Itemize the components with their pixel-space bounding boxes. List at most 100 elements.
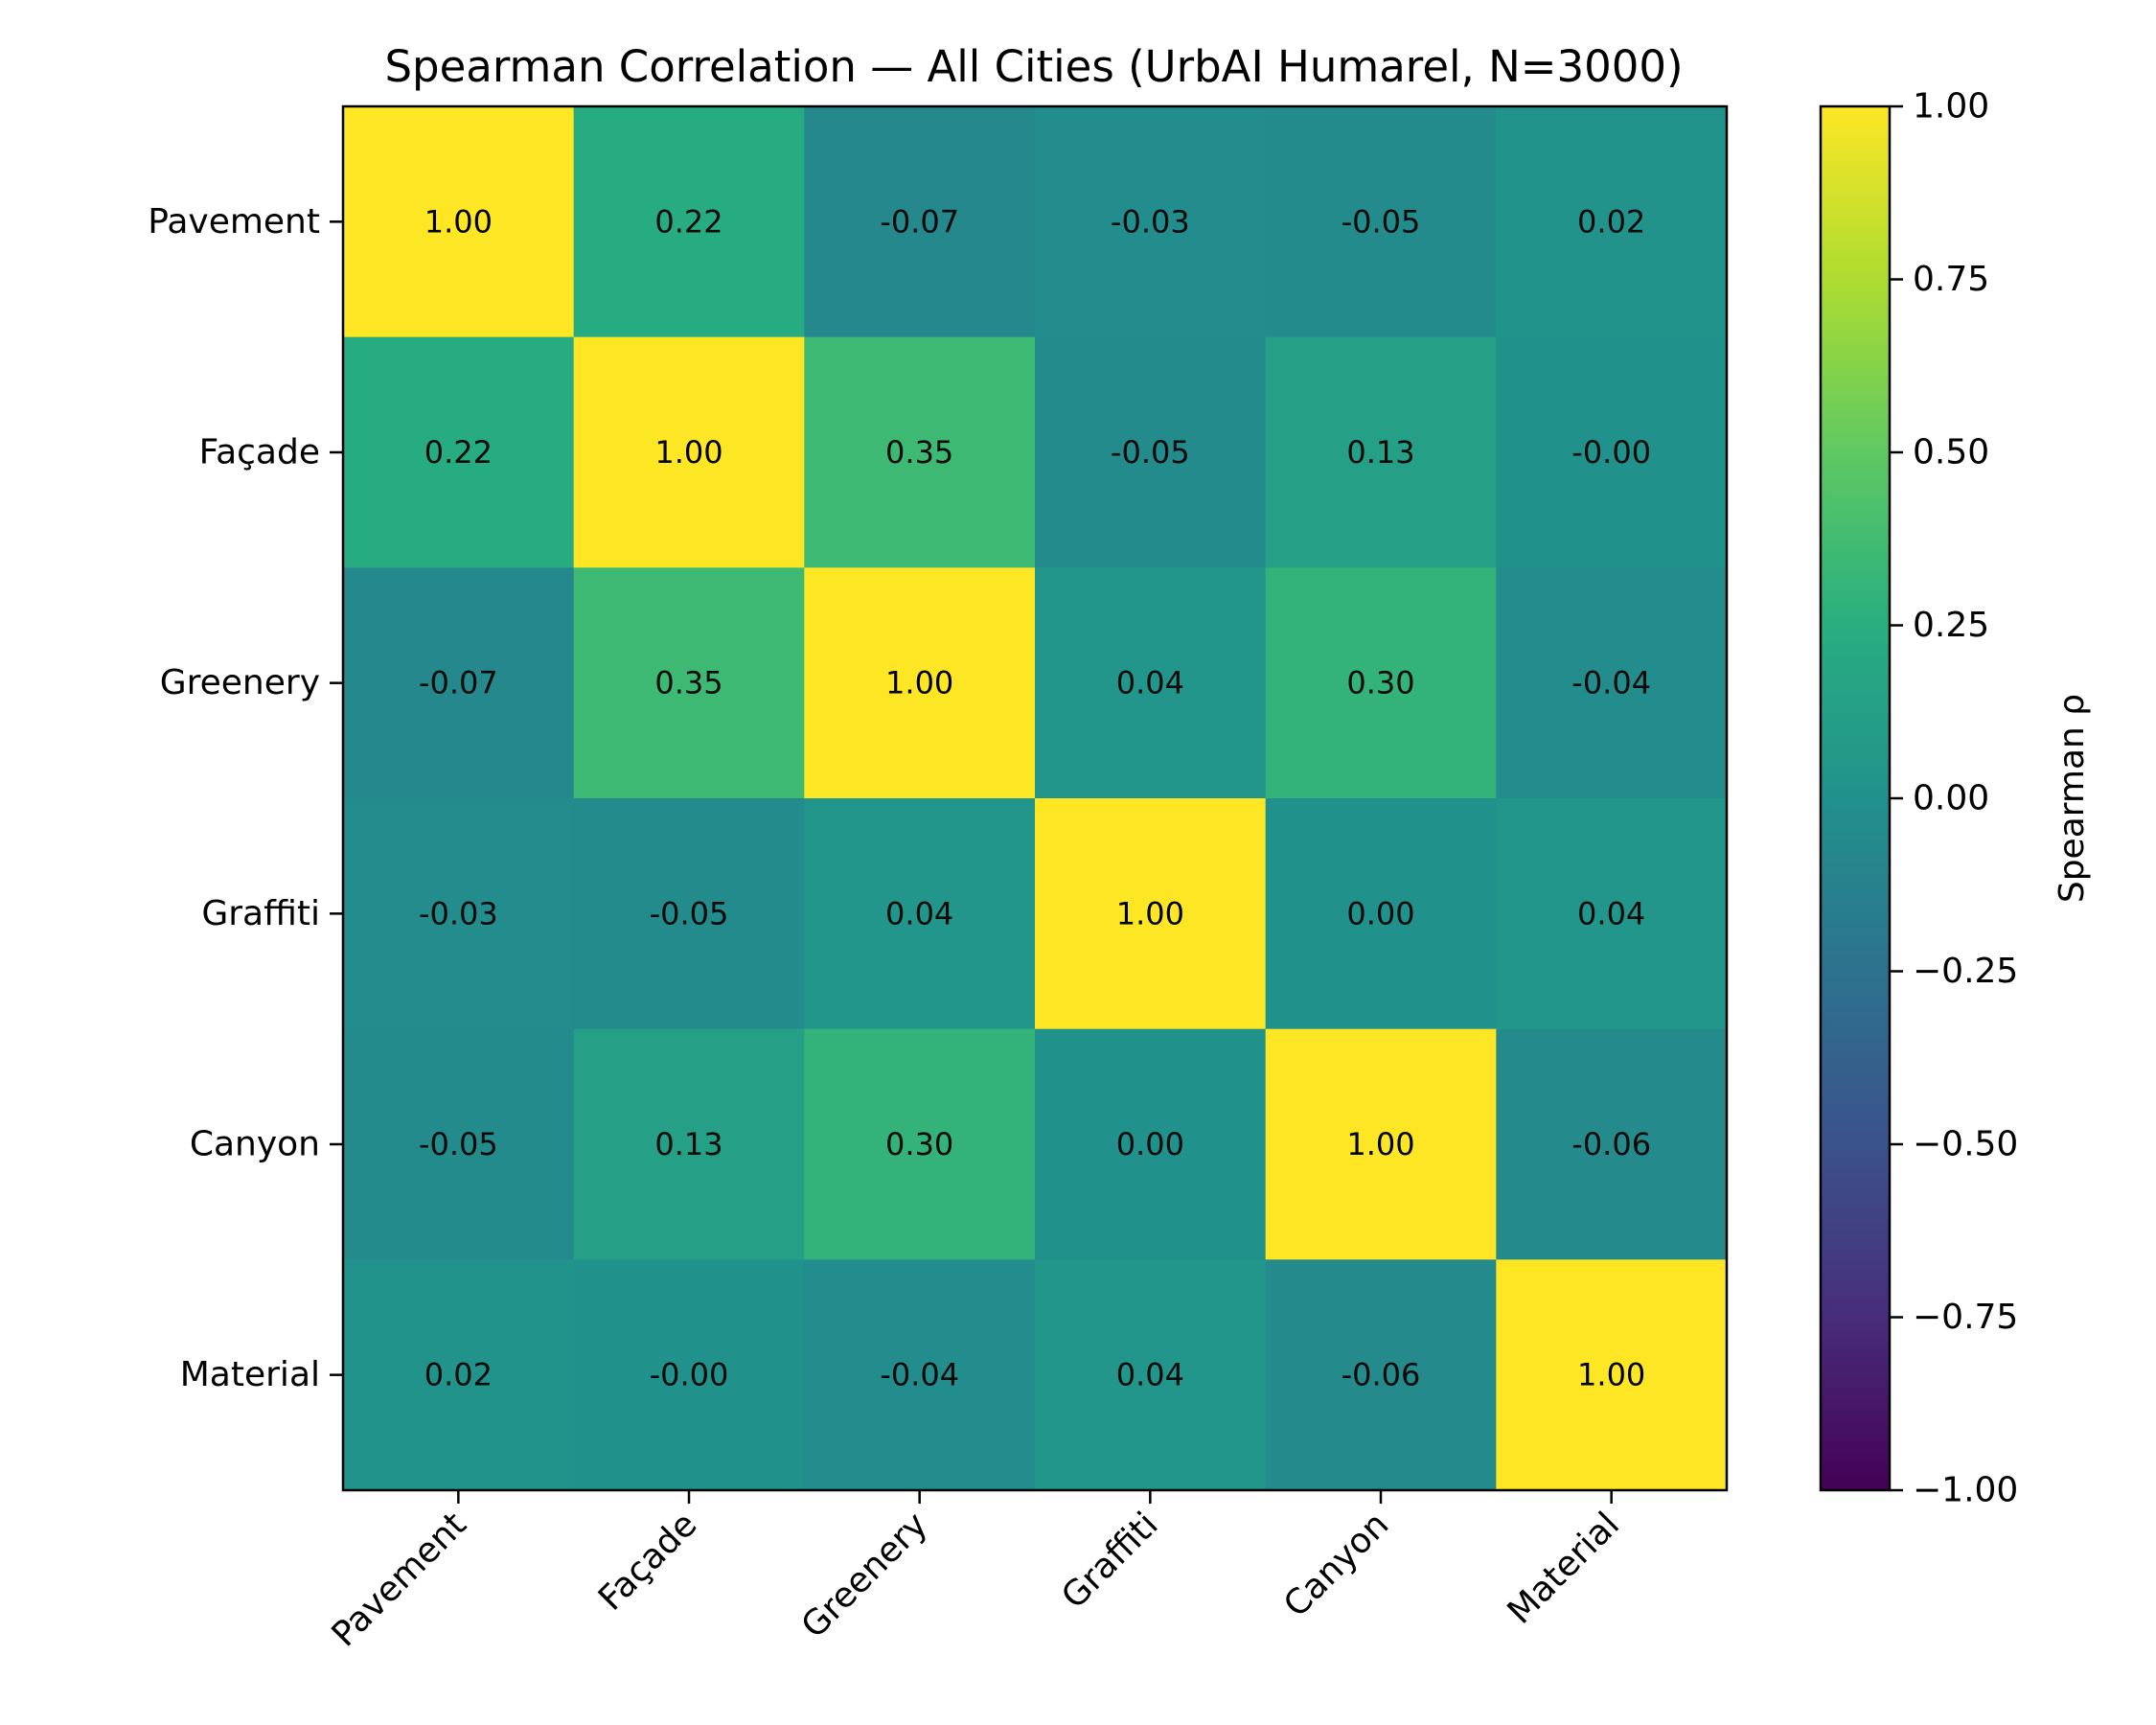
colorbar-tick-label: 0.75 <box>1913 260 1989 299</box>
x-tick-label: Graffiti <box>1054 1505 1165 1616</box>
colorbar-tick-label: −0.75 <box>1913 1298 2018 1337</box>
heatmap-cell <box>1496 106 1728 338</box>
colorbar: 1.00 0.75 0.50 0.25 0.00 −0.25 −0.50 −0.75 −1.00… <box>1819 87 2092 1510</box>
heatmap-cell <box>1035 567 1267 799</box>
heatmap-cell <box>1496 798 1728 1030</box>
cell-value-label: 0.22 <box>424 434 493 471</box>
y-tick-label: Material <box>180 1355 320 1394</box>
x-tick-label: Pavement <box>325 1505 474 1654</box>
cell-value-label: 0.13 <box>1346 434 1414 471</box>
cell-value-label: -0.06 <box>1571 1126 1651 1162</box>
cell-value-label: -0.05 <box>419 1126 498 1162</box>
heatmap-cell <box>1265 1028 1497 1260</box>
cell-value-label: 0.00 <box>1116 1126 1184 1162</box>
heatmap-cell <box>343 798 575 1030</box>
heatmap-cell <box>1265 1259 1497 1491</box>
cell-value-label: 0.04 <box>885 895 953 932</box>
heatmap-cell <box>1496 1028 1728 1260</box>
cell-value-label: 1.00 <box>1116 895 1184 932</box>
cell-value-label: 0.30 <box>885 1126 953 1162</box>
cell-value-label: 1.00 <box>1577 1357 1645 1393</box>
colorbar-tick-label: 0.25 <box>1913 606 1989 645</box>
cell-value-label: 0.22 <box>654 203 722 240</box>
heatmap-cell <box>343 1259 575 1491</box>
cell-value-label: 1.00 <box>885 665 953 702</box>
cell-value-label: -0.05 <box>1111 434 1190 471</box>
colorbar-tick-label: 1.00 <box>1913 87 1989 126</box>
heatmap: 1.00 0.22 -0.07 -0.03 -0.05 0.02 0.22 1.00 0.35 -… <box>343 106 1728 1491</box>
heatmap-cell <box>804 336 1036 568</box>
heatmap-cell <box>343 1028 575 1260</box>
cell-value-label: -0.00 <box>650 1357 729 1393</box>
colorbar-tick-label: −1.00 <box>1913 1471 2018 1510</box>
y-tick-label: Greenery <box>160 663 320 702</box>
cell-value-label: -0.03 <box>1111 203 1190 240</box>
y-axis: Pavement Façade Greenery Graffiti Canyon Mate… <box>148 202 343 1394</box>
colorbar-ticks: 1.00 0.75 0.50 0.25 0.00 −0.25 −0.50 −0.75 −1.00 <box>1890 87 2018 1510</box>
cell-value-label: 0.02 <box>424 1357 493 1393</box>
colorbar-tick-label: −0.25 <box>1913 952 2018 991</box>
colorbar-tick-label: 0.00 <box>1913 779 1989 818</box>
heatmap-cell <box>573 106 805 338</box>
x-tick-label: Façade <box>591 1505 704 1618</box>
heatmap-cell <box>573 567 805 799</box>
cell-value-label: -0.05 <box>650 895 729 932</box>
cell-value-label: 0.35 <box>654 665 722 702</box>
cell-value-label: 0.04 <box>1577 895 1645 932</box>
cell-value-label: -0.07 <box>880 203 959 240</box>
cell-value-label: -0.00 <box>1571 434 1651 471</box>
cell-value-label: -0.04 <box>1571 665 1651 702</box>
heatmap-cell <box>1035 1028 1267 1260</box>
heatmap-cell <box>1265 336 1497 568</box>
heatmap-cell <box>1496 336 1728 568</box>
heatmap-cell <box>573 798 805 1030</box>
heatmap-cell <box>573 1259 805 1491</box>
x-tick-label: Material <box>1501 1505 1627 1631</box>
heatmap-cell <box>1035 336 1267 568</box>
y-tick-label: Canyon <box>190 1125 320 1164</box>
cell-value-label: 0.02 <box>1577 203 1645 240</box>
y-tick-label: Pavement <box>148 202 320 242</box>
colorbar-tick-label: −0.50 <box>1913 1125 2018 1164</box>
cell-value-label: 0.35 <box>885 434 953 471</box>
heatmap-cell <box>573 336 805 568</box>
cell-value-label: -0.07 <box>419 665 498 702</box>
heatmap-cell <box>804 1259 1036 1491</box>
heatmap-cell <box>804 567 1036 799</box>
cell-value-label: 0.04 <box>1116 1357 1184 1393</box>
cell-value-label: -0.05 <box>1342 203 1421 240</box>
cell-value-label: 0.00 <box>1346 895 1414 932</box>
y-tick-label: Façade <box>199 433 320 472</box>
cell-value-label: 1.00 <box>1346 1126 1414 1162</box>
chart-title: Spearman Correlation — All Cities (UrbAI… <box>384 41 1683 92</box>
heatmap-cell <box>343 336 575 568</box>
heatmap-cell <box>1035 798 1267 1030</box>
heatmap-cell <box>573 1028 805 1260</box>
colorbar-bar <box>1819 104 1892 1492</box>
cell-value-label: -0.04 <box>880 1357 959 1393</box>
heatmap-cell <box>343 567 575 799</box>
cell-value-label: -0.06 <box>1342 1357 1421 1393</box>
colorbar-tick-label: 0.50 <box>1913 433 1989 472</box>
heatmap-cell <box>1035 1259 1267 1491</box>
heatmap-cell <box>1265 798 1497 1030</box>
cell-value-label: 0.30 <box>1346 665 1414 702</box>
heatmap-cell <box>1496 1259 1728 1491</box>
cell-value-label: -0.03 <box>419 895 498 932</box>
y-tick-label: Graffiti <box>201 894 320 933</box>
cell-value-label: 0.13 <box>654 1126 722 1162</box>
heatmap-cell <box>1265 106 1497 338</box>
x-axis: Pavement Façade Greenery Graffiti Canyon Mate… <box>325 1490 1627 1654</box>
heatmap-cell <box>1035 106 1267 338</box>
cell-value-label: 1.00 <box>424 203 493 240</box>
x-tick-label: Greenery <box>794 1505 935 1645</box>
colorbar-label: Spearman ρ <box>2053 694 2092 903</box>
plot-frame <box>341 104 1729 1492</box>
heatmap-cell <box>1265 567 1497 799</box>
cell-value-label: 1.00 <box>654 434 722 471</box>
heatmap-cell <box>804 798 1036 1030</box>
heatmap-cell <box>1496 567 1728 799</box>
heatmap-cell <box>804 1028 1036 1260</box>
cell-value-label: 0.04 <box>1116 665 1184 702</box>
